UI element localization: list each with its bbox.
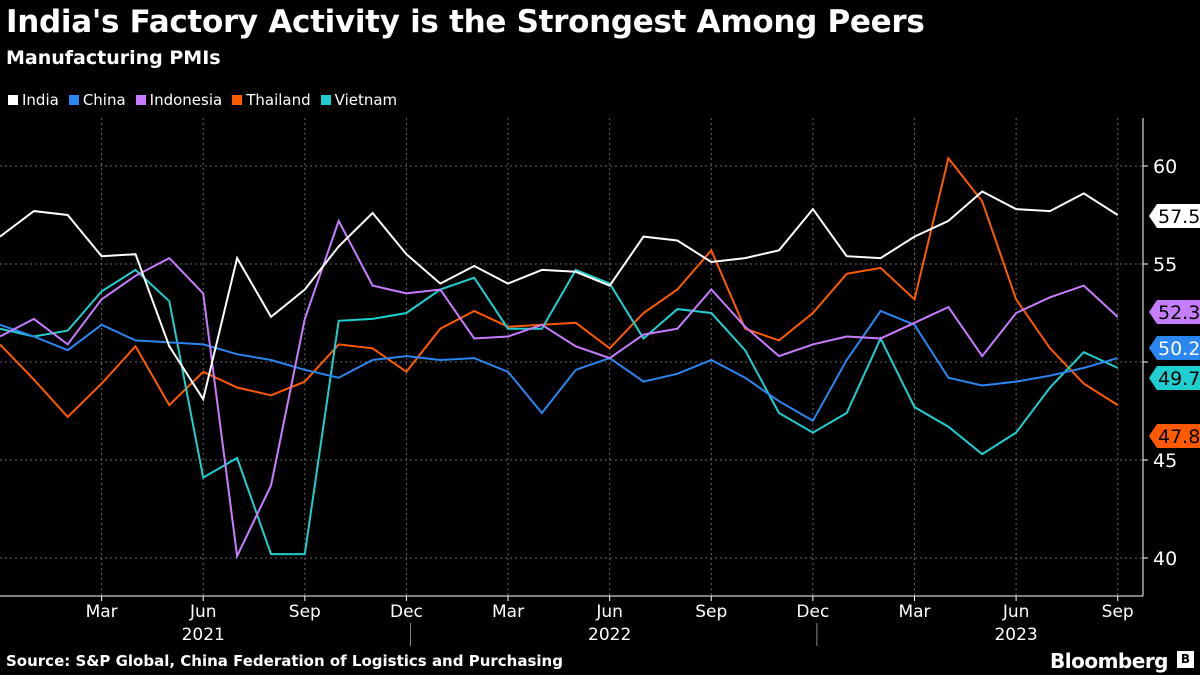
end-label-bg-vietnam [1149, 366, 1200, 390]
end-label-thailand: 47.8 [1158, 426, 1200, 448]
bloomberg-terminal-icon: B [1177, 651, 1194, 668]
x-tick-label: Sep [695, 602, 727, 622]
x-tick-label: Mar [898, 602, 930, 622]
x-tick-label: Jun [189, 602, 217, 622]
x-tick-label: Dec [796, 602, 829, 622]
legend-item-indonesia: Indonesia [135, 91, 223, 109]
y-tick-label: 55 [1153, 254, 1177, 276]
legend-swatch [68, 95, 79, 105]
y-tick-label: 60 [1153, 156, 1177, 178]
end-label-vietnam: 49.7 [1158, 368, 1200, 390]
chart-subtitle: Manufacturing PMIs [6, 47, 221, 69]
x-tick-label: Mar [492, 602, 524, 622]
chart-title: India's Factory Activity is the Stronges… [6, 4, 925, 40]
end-label-china: 50.2 [1158, 338, 1200, 360]
legend-label: India [22, 91, 59, 109]
x-tick-label: Mar [86, 602, 118, 622]
legend-item-vietnam: Vietnam [320, 91, 398, 109]
legend-label: Vietnam [334, 91, 398, 109]
series-line-indonesia [0, 218, 1119, 560]
series-line-vietnam [0, 268, 1119, 556]
legend: India China Indonesia Thailand Vietnam [8, 91, 397, 109]
legend-label: Indonesia [149, 91, 223, 109]
year-label: 2023 [994, 625, 1037, 645]
x-tick-label: Sep [289, 602, 321, 622]
end-label-bg-china [1149, 336, 1200, 360]
end-label-india: 57.5 [1158, 206, 1200, 228]
bloomberg-logo: Bloomberg [1050, 649, 1168, 673]
end-label-bg-indonesia [1149, 300, 1200, 324]
legend-item-india: India [8, 91, 59, 109]
legend-swatch [8, 95, 18, 105]
x-tick-label: Jun [595, 602, 623, 622]
x-tick-label: Jun [1002, 602, 1030, 622]
legend-item-thailand: Thailand [232, 91, 311, 109]
end-label-bg-thailand [1149, 424, 1200, 448]
series-line-china [0, 309, 1118, 423]
y-tick-label: 45 [1153, 450, 1177, 472]
legend-swatch [232, 95, 243, 105]
source-note: Source: S&P Global, China Federation of … [6, 652, 563, 670]
end-label-bg-india [1149, 204, 1200, 228]
legend-swatch [135, 95, 146, 105]
end-label-indonesia: 52.3 [1158, 302, 1200, 324]
year-label: 2022 [588, 625, 631, 645]
legend-label: China [82, 91, 126, 109]
year-label: 2021 [182, 625, 225, 645]
x-tick-label: Sep [1102, 602, 1134, 622]
x-tick-label: Dec [390, 602, 423, 622]
series-line-india [0, 190, 1119, 402]
legend-label: Thailand [246, 91, 311, 109]
legend-swatch [320, 95, 331, 105]
legend-item-china: China [68, 91, 126, 109]
y-tick-label: 40 [1153, 548, 1177, 570]
